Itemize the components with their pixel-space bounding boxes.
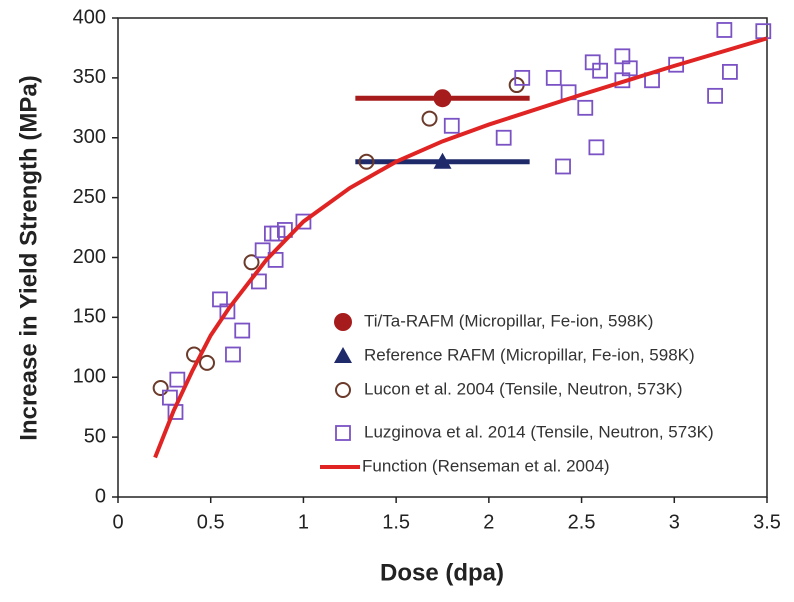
data-point [588, 139, 605, 156]
y-tick-label: 350 [73, 66, 106, 88]
data-point [433, 89, 452, 108]
y-tick-label: 50 [84, 425, 106, 447]
data-point [169, 371, 186, 388]
data-point [264, 225, 280, 242]
y-tick-label: 400 [73, 6, 106, 28]
x-tick-label: 0 [112, 511, 123, 533]
legend-label: Function (Renseman et al. 2004) [362, 456, 610, 475]
data-point [555, 158, 571, 175]
data-point [421, 110, 438, 127]
data-point [592, 62, 609, 79]
data-point [707, 87, 723, 104]
x-tick-label: 2 [483, 511, 494, 533]
y-axis-title: Increase in Yield Strength (MPa) [15, 75, 42, 440]
data-point [755, 23, 772, 40]
legend-label: Ti/Ta-RAFM (Micropillar, Fe-ion, 598K) [364, 311, 653, 330]
data-point [495, 129, 512, 146]
x-tick-label: 1.5 [382, 511, 410, 533]
data-point [234, 322, 251, 339]
x-tick-label: 2.5 [568, 511, 596, 533]
x-tick-label: 1 [298, 511, 309, 533]
legend-label: Reference RAFM (Micropillar, Fe-ion, 598… [364, 345, 695, 364]
data-point [152, 380, 169, 397]
legend-marker [334, 347, 352, 363]
data-point [722, 63, 738, 80]
data-point [254, 242, 271, 259]
x-tick-label: 3.5 [753, 511, 781, 533]
data-point [443, 117, 460, 134]
data-point [295, 213, 312, 230]
y-tick-label: 150 [73, 306, 106, 328]
data-point [243, 254, 260, 271]
legend-label: Luzginova et al. 2014 (Tensile, Neutron,… [364, 422, 714, 441]
data-point [219, 303, 236, 320]
y-tick-label: 200 [73, 246, 106, 268]
y-tick-label: 0 [95, 485, 106, 507]
data-point [577, 99, 594, 116]
data-point [716, 22, 733, 38]
y-tick-label: 250 [73, 186, 106, 208]
data-point [358, 153, 375, 170]
data-point [199, 354, 216, 371]
legend-marker [334, 313, 352, 331]
legend-label: Lucon et al. 2004 (Tensile, Neutron, 573… [364, 379, 682, 398]
x-tick-label: 0.5 [197, 511, 225, 533]
y-tick-label: 100 [73, 366, 106, 388]
y-tick-label: 300 [73, 126, 106, 148]
data-point [276, 222, 293, 238]
data-point [545, 69, 562, 86]
data-point [621, 60, 638, 77]
x-tick-label: 3 [669, 511, 680, 533]
x-axis-title: Dose (dpa) [380, 559, 504, 586]
data-point [433, 152, 452, 169]
legend-marker [335, 425, 351, 441]
function-line [153, 36, 768, 459]
data-point [514, 69, 531, 86]
legend-marker [335, 382, 351, 398]
data-point [225, 346, 241, 363]
